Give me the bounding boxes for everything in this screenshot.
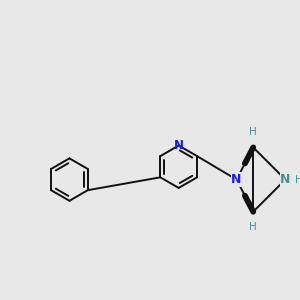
Text: H: H [295, 175, 300, 184]
Text: N: N [174, 139, 184, 152]
Text: N: N [280, 173, 291, 186]
Text: N: N [231, 173, 242, 186]
Text: H: H [249, 127, 257, 137]
Text: H: H [249, 223, 257, 232]
